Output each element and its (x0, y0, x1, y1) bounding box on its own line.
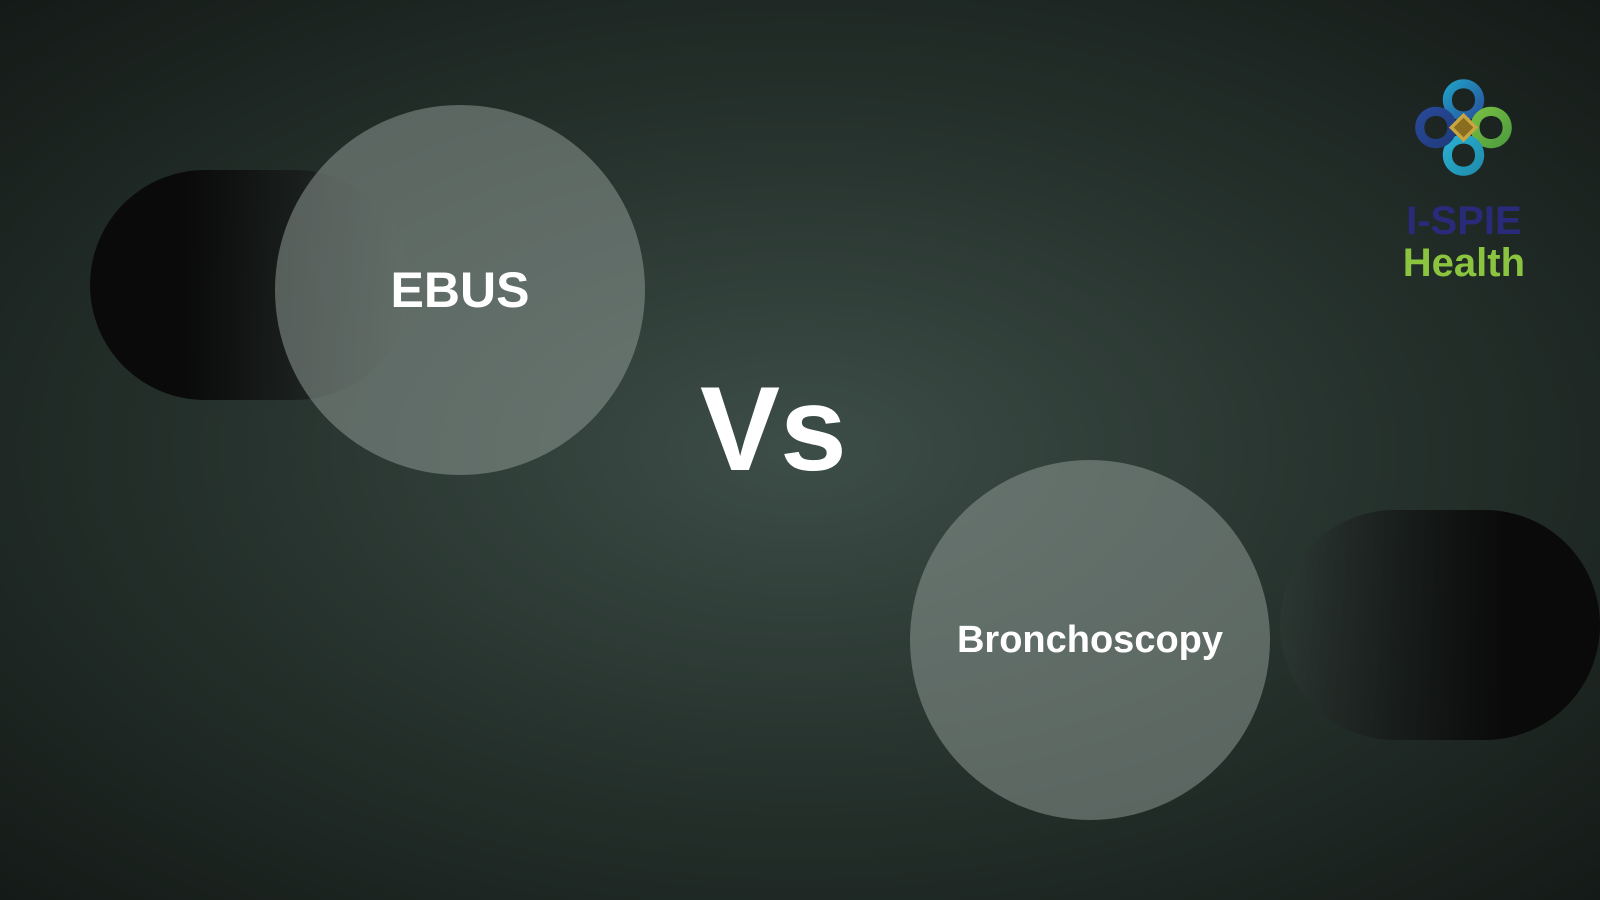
ebus-label: EBUS (391, 261, 530, 319)
logo-sub-text: Health (1403, 242, 1525, 284)
bronchoscopy-label: Bronchoscopy (957, 619, 1223, 662)
circle-bronchoscopy: Bronchoscopy (910, 460, 1270, 820)
ispie-logo: I-SPIE Health (1403, 70, 1525, 284)
knot-icon (1406, 70, 1521, 185)
pill-shape-right (1280, 510, 1600, 740)
logo-text: I-SPIE Health (1403, 200, 1525, 284)
vs-text: Vs (700, 360, 847, 498)
logo-main-text: I-SPIE (1403, 200, 1525, 242)
circle-ebus: EBUS (275, 105, 645, 475)
